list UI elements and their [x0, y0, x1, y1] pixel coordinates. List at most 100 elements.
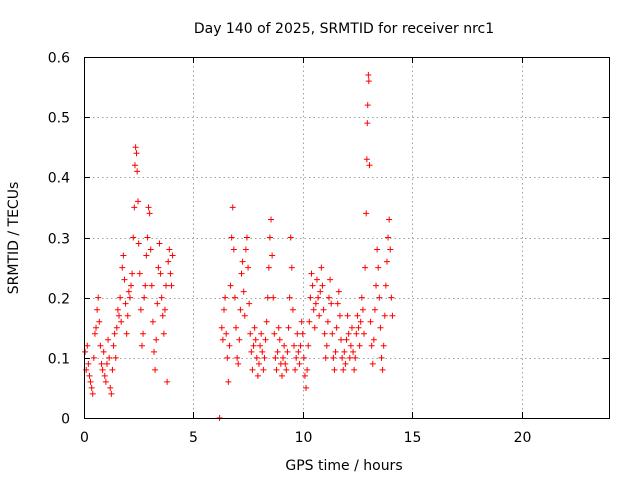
- data-point: [93, 324, 100, 331]
- data-point: [157, 270, 164, 277]
- data-point: [254, 372, 261, 379]
- data-point: [388, 294, 395, 301]
- data-point: [371, 306, 378, 313]
- data-point: [361, 330, 367, 337]
- data-point: [86, 372, 93, 379]
- data-point: [147, 246, 154, 253]
- data-point: [326, 294, 332, 301]
- data-point: [286, 294, 293, 301]
- data-point: [126, 294, 133, 301]
- data-point: [366, 162, 373, 169]
- data-point: [128, 282, 135, 289]
- data-point: [281, 342, 288, 349]
- data-point: [107, 384, 114, 391]
- data-point: [105, 336, 112, 343]
- x-tick-label: 0: [80, 430, 89, 446]
- data-point: [378, 354, 385, 361]
- data-point: [106, 354, 113, 361]
- data-point: [317, 288, 324, 295]
- data-point: [231, 294, 238, 301]
- data-point: [235, 360, 242, 367]
- x-tick-label: 5: [189, 430, 198, 446]
- data-point: [89, 390, 96, 397]
- data-point: [273, 366, 280, 373]
- data-point: [338, 336, 345, 343]
- data-point: [351, 366, 358, 373]
- data-point: [339, 354, 346, 361]
- data-point: [90, 354, 97, 361]
- data-point: [125, 288, 132, 295]
- data-point: [148, 282, 155, 289]
- x-tick-label: 20: [514, 430, 532, 446]
- y-tick-label: 0.5: [48, 111, 70, 127]
- data-point: [158, 294, 165, 301]
- data-point: [365, 78, 372, 85]
- data-point: [298, 318, 305, 325]
- data-point: [222, 294, 229, 301]
- data-point: [369, 360, 376, 367]
- data-point: [350, 348, 357, 355]
- y-tick-label: 0.1: [48, 352, 70, 368]
- data-point: [112, 354, 119, 361]
- data-point: [124, 312, 131, 319]
- data-point: [129, 270, 136, 277]
- data-point: [85, 360, 92, 367]
- data-point: [373, 282, 380, 289]
- data-point: [253, 354, 260, 361]
- data-point: [219, 336, 226, 343]
- data-point: [363, 156, 370, 163]
- data-point: [353, 330, 360, 337]
- data-point: [226, 342, 233, 349]
- data-point: [329, 330, 336, 337]
- data-point: [151, 348, 157, 355]
- data-point: [247, 330, 254, 337]
- data-point: [313, 276, 320, 283]
- data-point: [382, 282, 389, 289]
- y-tick-label: 0.6: [48, 51, 70, 67]
- data-point: [149, 318, 156, 325]
- x-tick-labels: 0 5 10 15 20: [80, 430, 531, 446]
- data-point: [256, 360, 262, 367]
- data-point: [312, 300, 319, 307]
- data-point: [379, 366, 386, 373]
- data-point: [309, 282, 316, 289]
- data-point: [155, 264, 162, 271]
- data-point: [331, 366, 338, 373]
- data-point: [117, 294, 124, 301]
- data-point: [101, 372, 108, 379]
- data-point: [141, 294, 148, 301]
- data-point: [134, 168, 141, 175]
- data-point: [96, 318, 103, 325]
- data-point: [282, 360, 289, 367]
- data-point: [142, 282, 149, 289]
- data-point: [110, 342, 117, 349]
- data-point: [268, 216, 275, 223]
- data-point: [357, 318, 364, 325]
- data-point: [270, 294, 277, 301]
- data-point: [385, 234, 392, 241]
- data-point: [386, 216, 393, 223]
- data-point: [304, 366, 311, 373]
- data-point: [275, 324, 282, 331]
- data-point: [87, 378, 94, 385]
- data-point: [168, 282, 175, 289]
- data-point: [131, 204, 138, 211]
- data-point: [292, 366, 299, 373]
- data-point: [241, 312, 248, 319]
- data-point: [306, 318, 313, 325]
- data-point: [347, 342, 354, 349]
- data-point: [344, 312, 351, 319]
- data-point: [131, 162, 138, 169]
- data-point: [225, 378, 232, 385]
- data-point: [364, 120, 371, 127]
- y-tick-label: 0.4: [48, 171, 70, 187]
- data-point: [156, 240, 163, 247]
- data-point: [348, 324, 355, 331]
- data-point: [264, 294, 271, 301]
- data-point: [159, 312, 166, 319]
- data-point: [293, 354, 300, 361]
- data-point: [307, 294, 314, 301]
- data-point: [328, 300, 335, 307]
- data-point: [111, 330, 118, 337]
